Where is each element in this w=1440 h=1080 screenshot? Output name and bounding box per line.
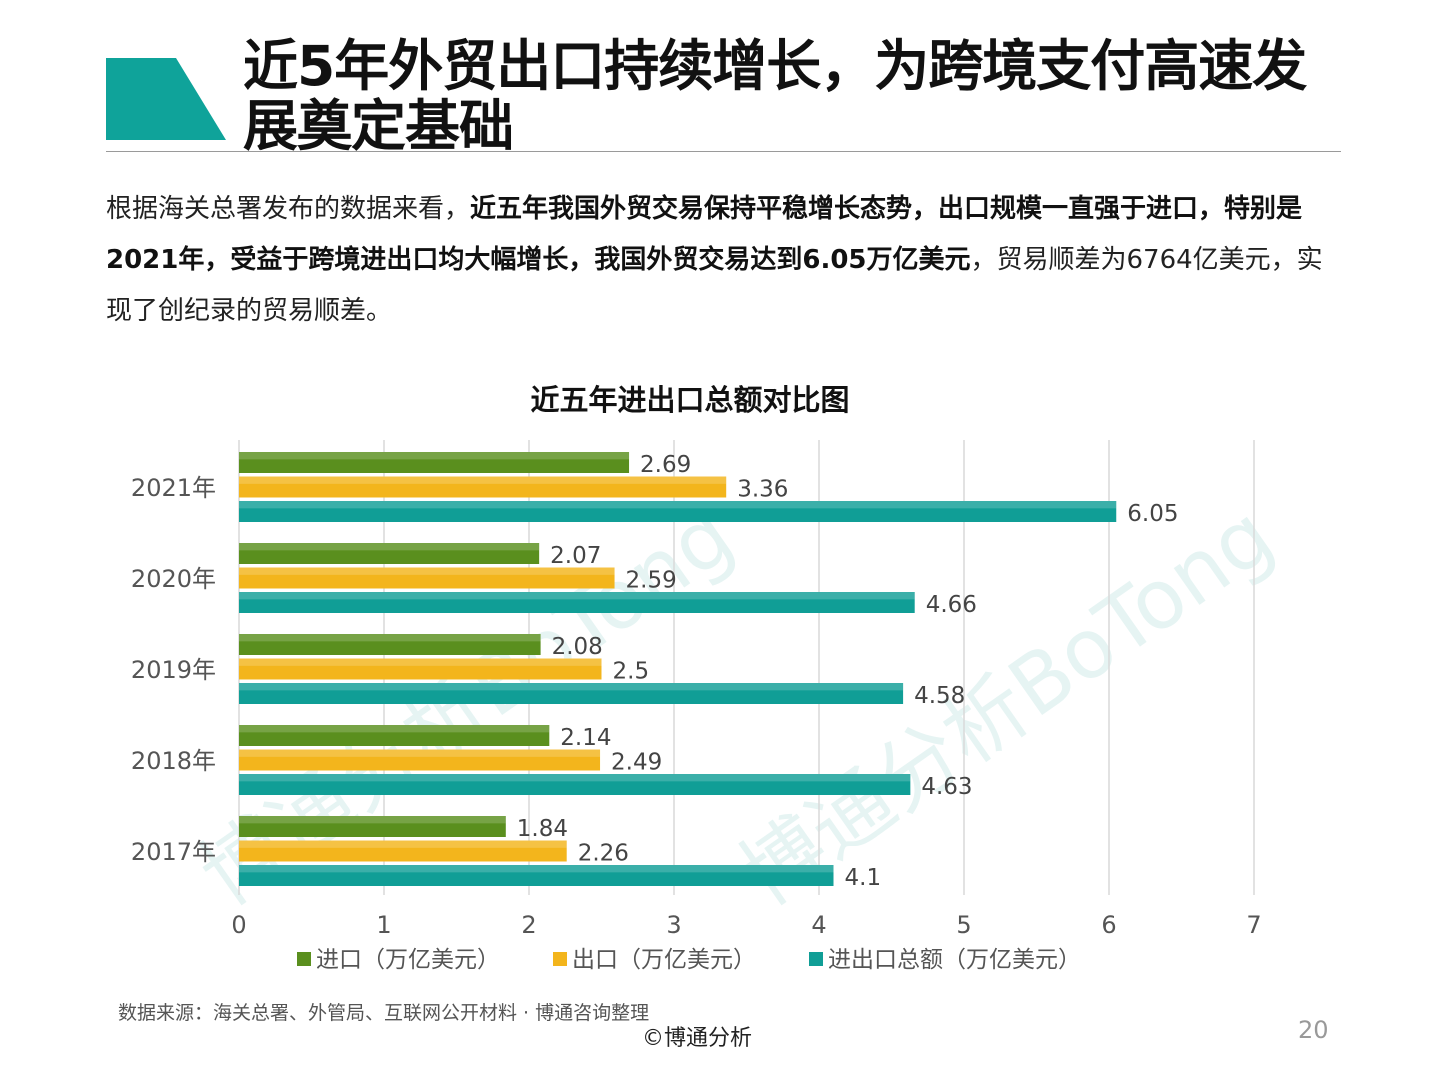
legend-swatch xyxy=(297,952,311,966)
bar-highlight xyxy=(239,567,615,575)
x-tick-label: 3 xyxy=(666,911,681,939)
bar xyxy=(239,865,834,886)
x-tick-label: 1 xyxy=(376,911,391,939)
copyright-text: ©博通分析 xyxy=(642,1026,753,1051)
bar-highlight xyxy=(239,774,911,782)
page-title: 近5年外贸出口持续增长，为跨境支付高速发展奠定基础 xyxy=(243,34,1307,158)
bar xyxy=(239,658,602,680)
x-tick-label: 0 xyxy=(231,911,246,939)
x-tick-label: 2 xyxy=(521,911,536,939)
bar-highlight xyxy=(239,592,915,600)
bar-highlight xyxy=(239,725,550,733)
data-label: 3.36 xyxy=(737,477,788,503)
bar-highlight xyxy=(239,840,567,848)
bar xyxy=(239,816,506,837)
x-tick-label: 5 xyxy=(956,911,971,939)
bar-highlight xyxy=(239,816,506,824)
data-label: 4.66 xyxy=(926,592,977,618)
legend-swatch xyxy=(553,952,567,966)
bar xyxy=(239,725,550,746)
data-label: 4.58 xyxy=(914,683,965,709)
data-label: 2.08 xyxy=(552,634,603,660)
data-label: 4.1 xyxy=(845,865,882,891)
category-label: 2019年 xyxy=(131,656,216,684)
intro-text-bold: 近五年我国外贸交易保持平稳增长态势，出口规模一直强于进口，特别是2021年，受益… xyxy=(106,194,1303,275)
category-label: 2017年 xyxy=(131,838,216,866)
bar xyxy=(239,567,615,589)
title-accent-shape xyxy=(106,58,226,140)
data-label: 2.49 xyxy=(611,750,662,776)
legend-label: 进口（万亿美元） xyxy=(316,947,500,973)
title-accent-block xyxy=(106,58,226,140)
bar xyxy=(239,749,601,771)
bar-highlight xyxy=(239,543,540,551)
intro-text-plain: 根据海关总署发布的数据来看， xyxy=(106,194,471,224)
data-label: 2.69 xyxy=(640,452,691,478)
bar-highlight xyxy=(239,683,904,691)
bar xyxy=(239,543,540,564)
bar xyxy=(239,774,911,795)
intro-paragraph: 根据海关总署发布的数据来看，近五年我国外贸交易保持平稳增长态势，出口规模一直强于… xyxy=(106,184,1336,337)
bar xyxy=(239,683,904,704)
bar-highlight xyxy=(239,452,630,460)
data-label: 4.63 xyxy=(921,774,972,800)
data-label: 1.84 xyxy=(517,816,568,842)
data-label: 2.59 xyxy=(626,568,677,594)
bar-chart: 近五年进出口总额对比图 0 1 2 3 4 5 6 7 2021年 2.69 3.36 6.05 202… xyxy=(131,383,1262,973)
bar-highlight xyxy=(239,634,541,642)
bar xyxy=(239,634,541,655)
legend-swatch xyxy=(809,952,823,966)
category-label: 2021年 xyxy=(131,474,216,502)
bar-highlight xyxy=(239,476,727,484)
bar-highlight xyxy=(239,501,1117,509)
x-tick-label: 4 xyxy=(811,911,826,939)
data-label: 2.5 xyxy=(613,659,650,685)
data-label: 2.26 xyxy=(578,841,629,867)
chart-title: 近五年进出口总额对比图 xyxy=(530,383,849,417)
bar-highlight xyxy=(239,865,834,873)
bar-highlight xyxy=(239,749,601,757)
legend-label: 出口（万亿美元） xyxy=(572,947,756,973)
x-tick-label: 6 xyxy=(1101,911,1116,939)
bar xyxy=(239,452,630,473)
bar xyxy=(239,501,1117,522)
data-source-note: 数据来源：海关总署、外管局、互联网公开材料 · 博通咨询整理 xyxy=(118,1002,650,1024)
intro-text-plain-end: ，贸易顺差为6764亿美元，实现了创纪录的贸易顺差。 xyxy=(106,245,1323,326)
bar xyxy=(239,476,727,498)
bar-highlight xyxy=(239,658,602,666)
data-label: 2.14 xyxy=(560,725,611,751)
data-label: 2.07 xyxy=(550,543,601,569)
bar xyxy=(239,840,567,862)
category-label: 2020年 xyxy=(131,565,216,593)
x-tick-label: 7 xyxy=(1246,911,1261,939)
category-label: 2018年 xyxy=(131,747,216,775)
bar xyxy=(239,592,915,613)
title-divider xyxy=(106,151,1341,152)
legend-label: 进出口总额（万亿美元） xyxy=(828,947,1081,973)
data-label: 6.05 xyxy=(1127,501,1178,527)
page-number: 20 xyxy=(1298,1016,1329,1044)
